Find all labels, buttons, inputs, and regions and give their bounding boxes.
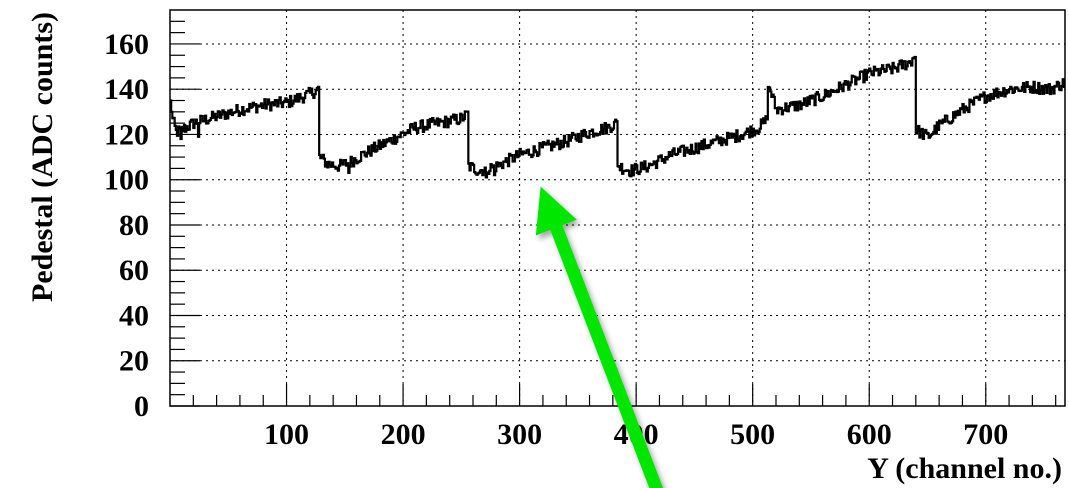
y-tick-label: 160 — [104, 28, 149, 61]
pedestal-series-line — [170, 55, 1065, 179]
y-tick-labels: 0 20 40 60 80 100 120 140 160 — [104, 28, 149, 423]
y-tick-label: 0 — [134, 390, 149, 423]
y-tick-label: 20 — [119, 345, 149, 378]
x-axis-title: Y (channel no.) — [867, 452, 1062, 485]
axis-ticks — [170, 20, 1057, 407]
y-tick-label: 60 — [119, 254, 149, 287]
annotation-arrows — [535, 186, 664, 488]
grid-lines — [170, 10, 1065, 406]
green-arrow — [535, 186, 664, 488]
x-tick-label: 600 — [847, 418, 892, 451]
y-tick-label: 80 — [119, 209, 149, 242]
y-tick-label: 120 — [104, 118, 149, 151]
x-tick-labels: 100200300400500600700 — [264, 418, 1008, 451]
plot-frame — [169, 9, 1066, 407]
x-tick-label: 500 — [730, 418, 775, 451]
y-tick-label: 40 — [119, 299, 149, 332]
x-tick-label: 200 — [381, 418, 426, 451]
y-axis-title: Pedestal (ADC counts) — [26, 12, 59, 302]
x-tick-label: 700 — [963, 418, 1008, 451]
x-tick-label: 300 — [497, 418, 542, 451]
x-tick-label: 100 — [264, 418, 309, 451]
y-tick-label: 100 — [104, 164, 149, 197]
y-tick-label: 140 — [104, 73, 149, 106]
